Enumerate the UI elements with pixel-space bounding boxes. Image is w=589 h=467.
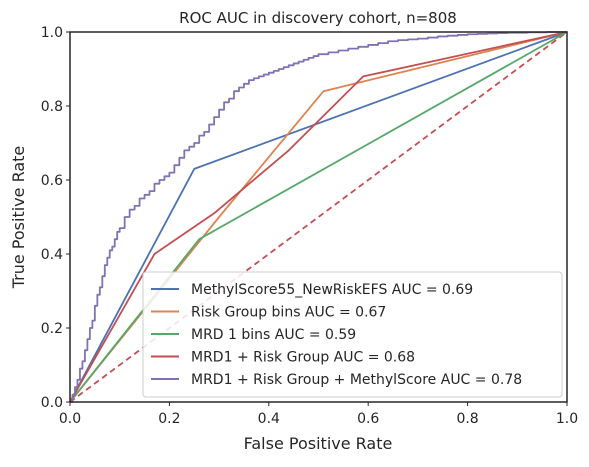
- y-tick-label: 0.6: [41, 173, 63, 189]
- series-line-3: [69, 31, 568, 403]
- legend-label-5: MRD1 + Risk Group + MethylScore AUC = 0.…: [191, 372, 522, 388]
- legend-box: [142, 271, 563, 398]
- x-tick-label: 0.2: [158, 411, 180, 427]
- y-tick-label: 0.4: [41, 247, 63, 263]
- x-tick-label: 1.0: [556, 411, 578, 427]
- x-axis-ticks: 0.0 0.2 0.4 0.6 0.8 1.0: [59, 402, 578, 427]
- y-tick-label: 0.2: [41, 321, 63, 337]
- y-tick-label: 0.0: [41, 395, 63, 411]
- x-tick-label: 0.6: [357, 411, 379, 427]
- y-axis-ticks: 0.0 0.2 0.4 0.6 0.8 1.0: [41, 25, 70, 411]
- x-tick-label: 0.4: [258, 411, 280, 427]
- chart-title: ROC AUC in discovery cohort, n=808: [179, 9, 457, 27]
- series-line-4: [69, 31, 568, 403]
- legend: MethylScore55_NewRiskEFS AUC = 0.69 Risk …: [142, 271, 563, 398]
- y-axis-label: True Positive Rate: [9, 146, 28, 290]
- series-line-1: [69, 31, 568, 403]
- y-tick-label: 0.8: [41, 99, 63, 115]
- legend-label-1: MethylScore55_NewRiskEFS AUC = 0.69: [191, 282, 473, 298]
- y-tick-label: 1.0: [41, 25, 63, 41]
- x-tick-label: 0.0: [59, 411, 81, 427]
- axes-frame: [69, 31, 568, 403]
- series-line-5: [70, 31, 567, 403]
- x-tick-label: 0.8: [456, 411, 478, 427]
- x-axis-label: False Positive Rate: [244, 434, 393, 453]
- legend-label-3: MRD 1 bins AUC = 0.59: [191, 327, 356, 343]
- legend-label-4: MRD1 + Risk Group AUC = 0.68: [191, 350, 415, 366]
- legend-label-2: Risk Group bins AUC = 0.67: [191, 305, 386, 321]
